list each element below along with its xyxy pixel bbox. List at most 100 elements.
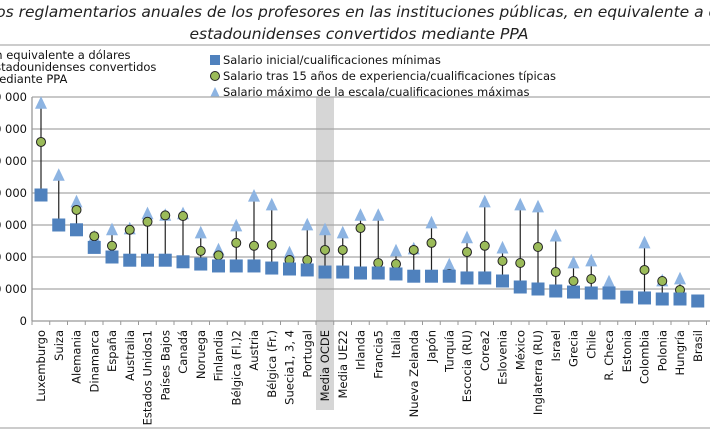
x-tick-label: Dinamarca: [87, 330, 101, 392]
15yr-salary-marker: [266, 240, 277, 250]
x-tick-label: Estados Unidos1: [141, 330, 155, 425]
legend-label: Salario máximo de la escala/cualificacio…: [223, 85, 530, 99]
max-salary-marker: [194, 225, 207, 239]
starting-salary-marker: [655, 292, 669, 306]
x-tick-label: Nueva Zelanda: [407, 330, 421, 417]
x-tick-label: Eslovenia: [496, 330, 510, 385]
x-tick-label: Irlanda: [354, 330, 368, 370]
15yr-salary-marker: [195, 245, 206, 256]
plot-area: 0 20 000 40 000 60 000 80 000 100 000 120 000 1…: [0, 90, 710, 425]
max-salary-marker: [603, 274, 615, 288]
y-axis-label-line3: mediante PPA: [0, 72, 67, 86]
y-tick-label: 120 000: [0, 122, 27, 136]
starting-salary-marker: [247, 259, 261, 273]
max-salary-marker: [354, 208, 367, 221]
15yr-salary-marker: [178, 211, 188, 222]
x-tick-label: Corea2: [478, 330, 492, 371]
max-salary-marker: [372, 208, 385, 221]
legend-triangle-icon: [210, 87, 220, 98]
x-tick-label: México: [513, 330, 527, 370]
max-salary-marker: [549, 228, 562, 242]
max-salary-marker: [532, 199, 544, 213]
x-tick-label: España: [105, 330, 119, 372]
max-salary-marker: [585, 253, 598, 267]
starting-salary-marker: [602, 286, 616, 300]
starting-salary-marker: [567, 285, 580, 299]
starting-salary-marker: [123, 253, 137, 267]
x-tick-label: Grecia: [567, 330, 581, 367]
15yr-salary-marker: [142, 216, 153, 227]
x-tick-label: Chile: [584, 330, 598, 359]
x-tick-label: Inglaterra (RU): [531, 330, 545, 415]
y-axis-label-line2: estadounidenses convertidos: [0, 60, 156, 74]
max-salary-marker: [230, 218, 243, 232]
max-salary-marker: [35, 96, 47, 109]
max-salary-marker: [265, 197, 278, 211]
15yr-salary-marker: [355, 223, 366, 234]
max-salary-marker: [674, 271, 686, 285]
starting-salary-marker: [442, 269, 456, 283]
chart-title-line1: Salarios reglamentarios anuales de los p…: [0, 3, 710, 21]
x-tick-label: Australia: [123, 330, 137, 381]
x-tick-label: Estonia: [620, 330, 634, 372]
starting-salary-marker: [496, 274, 509, 288]
x-tick-label: Luxemburgo: [34, 330, 48, 402]
max-salary-marker: [478, 194, 491, 208]
x-tick-label: Portugal: [300, 330, 314, 378]
15yr-salary-marker: [550, 267, 561, 278]
x-tick-label: Alemania: [70, 330, 84, 384]
x-tick-label: Finlandia: [212, 330, 226, 381]
legend-circle-icon: [210, 71, 220, 81]
x-tick-label: Austria: [247, 330, 261, 371]
max-salary-marker: [425, 215, 438, 229]
starting-salary-marker: [460, 271, 474, 285]
starting-salary-marker: [158, 253, 172, 267]
starting-salary-marker: [673, 292, 687, 306]
x-tick-label: Media OCDE: [318, 330, 332, 401]
max-salary-marker: [106, 222, 118, 236]
starting-salary-marker: [52, 218, 66, 232]
starting-salary-marker: [176, 255, 190, 269]
max-salary-marker: [638, 235, 651, 249]
y-tick-label: 40 000: [0, 250, 27, 264]
starting-salary-marker: [194, 257, 208, 271]
max-salary-marker: [567, 255, 580, 269]
x-tick-label: Hungría: [673, 330, 687, 376]
max-salary-marker: [443, 257, 456, 271]
starting-salary-marker: [141, 253, 154, 267]
starting-salary-marker: [265, 261, 279, 275]
starting-salary-marker: [478, 271, 492, 285]
x-tick-label: Colombia: [638, 330, 652, 384]
max-salary-marker: [390, 243, 402, 257]
chart-title-line2: estadounidenses convertidos mediante PPA: [189, 25, 528, 43]
15yr-salary-marker: [479, 240, 490, 251]
15yr-salary-marker: [373, 258, 384, 268]
starting-salary-marker: [513, 280, 527, 294]
legend-label: Salario tras 15 años de experiencia/cual…: [223, 69, 556, 83]
x-tick-label: Canadá: [176, 330, 190, 374]
15yr-salary-marker: [426, 237, 437, 248]
x-tick-label: Media UE22: [336, 330, 350, 399]
max-salary-marker: [514, 197, 527, 211]
y-tick-label: 80 000: [0, 186, 27, 200]
15yr-salary-marker: [497, 256, 508, 266]
x-tick-label: Suiza: [52, 330, 66, 361]
x-tick-label: Suecia1, 3, 4: [283, 330, 297, 405]
x-tick-label: Israel: [549, 330, 563, 361]
15yr-salary-marker: [337, 244, 348, 255]
15yr-salary-marker: [231, 237, 242, 248]
15yr-salary-marker: [639, 264, 650, 275]
y-tick-label: 0: [20, 314, 27, 328]
15yr-salary-marker: [302, 255, 313, 266]
x-tick-label: Japón: [425, 330, 439, 363]
15yr-salary-marker: [657, 276, 668, 286]
legend: Salario inicial/cualificaciones mínimas S…: [210, 53, 556, 99]
starting-salary-marker: [371, 266, 385, 280]
starting-salary-marker: [638, 291, 651, 305]
15yr-salary-marker: [586, 274, 597, 284]
starting-salary-marker: [34, 188, 48, 202]
y-axis-label-line1: En equivalente a dólares: [0, 48, 131, 62]
max-salary-marker: [283, 245, 296, 259]
legend-label: Salario inicial/cualificaciones mínimas: [223, 53, 441, 67]
x-tick-label: Turquía: [442, 330, 456, 373]
